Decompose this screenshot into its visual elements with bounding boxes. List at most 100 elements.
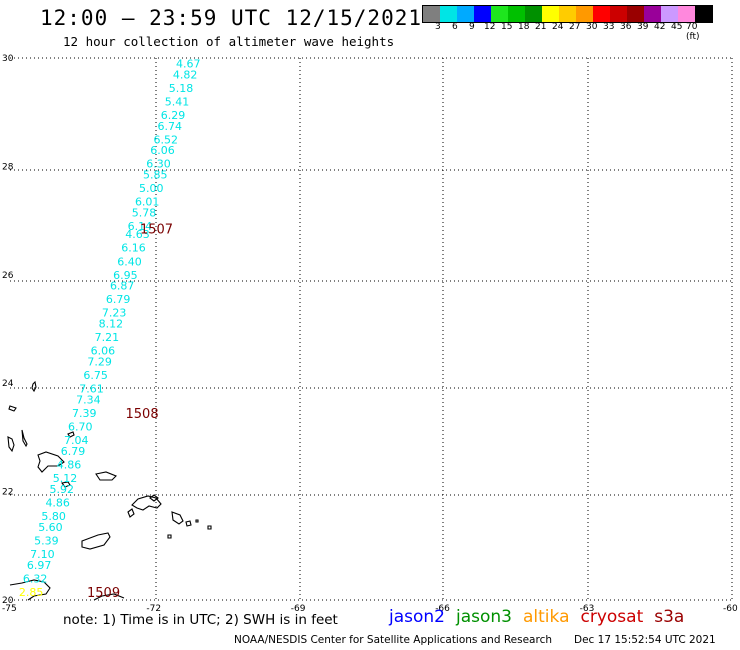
wave-height-value: 5.12 — [53, 472, 78, 485]
island-great-inagua — [81, 532, 111, 550]
colorbar-label: 70 (ft) — [686, 22, 700, 42]
credit-line: NOAA/NESDIS Center for Satellite Applica… — [234, 634, 716, 646]
colorbar-label: 42 — [654, 22, 666, 32]
wave-height-value: 6.16 — [121, 242, 146, 255]
colorbar-label: 27 — [569, 22, 581, 32]
pass-number-label: 1508 — [126, 407, 159, 422]
wave-height-value: 5.41 — [165, 95, 190, 108]
wave-height-value: 6.06 — [150, 144, 175, 157]
colorbar-swatch — [559, 6, 576, 22]
wave-height-value: 4.63 — [125, 228, 150, 241]
wave-height-value: 4.82 — [173, 68, 198, 81]
island-abaco — [31, 380, 37, 393]
wave-height-value: 7.39 — [72, 407, 97, 420]
colorbar-swatch — [474, 6, 491, 22]
wave-height-value: 5.92 — [49, 483, 74, 496]
wave-height-value: 2.85 — [19, 586, 43, 599]
wave-height-value: 8.12 — [99, 318, 124, 331]
colorbar-swatch — [661, 6, 678, 22]
lat-tick-label: 28 — [2, 162, 14, 172]
satellite-legend-item: cryosat — [580, 607, 644, 627]
island-navidad — [167, 534, 172, 539]
colorbar-label: 12 — [484, 22, 496, 32]
wave-height-value: 7.10 — [30, 548, 55, 561]
island-east-caicos — [171, 511, 184, 525]
colorbar-label: 9 — [469, 22, 475, 32]
colorbar-swatch — [644, 6, 661, 22]
colorbar-label: 3 — [435, 22, 441, 32]
lat-tick-label: 30 — [2, 54, 14, 64]
colorbar-label: 15 — [501, 22, 513, 32]
colorbar-label: 39 — [637, 22, 649, 32]
colorbar-swatch — [508, 6, 525, 22]
hispaniola-coast — [93, 593, 125, 601]
colorbar-label: 36 — [620, 22, 632, 32]
satellite-legend-item: altika — [523, 607, 570, 627]
island-eleuthera — [8, 405, 17, 412]
wave-height-value: 7.21 — [95, 331, 120, 344]
lat-lon-grid — [10, 57, 733, 601]
colorbar-swatch — [423, 6, 440, 22]
map-title: 12:00 – 23:59 UTC 12/15/2021 — [40, 6, 423, 30]
island-grand-turk — [185, 520, 192, 527]
wave-height-value: 6.79 — [106, 293, 130, 306]
colorbar-swatch — [525, 6, 542, 22]
lat-tick-label: 22 — [2, 488, 13, 498]
wave-height-value: 7.23 — [102, 307, 127, 320]
colorbar-swatch — [542, 6, 559, 22]
island-andros — [7, 436, 15, 453]
island-caicos — [131, 495, 162, 511]
lat-tick-label: 24 — [2, 379, 14, 389]
longitude-tick-labels: -75 -72 -69 -66 -63 -60 — [2, 604, 738, 614]
wave-height-value: 6.70 — [68, 421, 93, 434]
wave-height-value: 4.86 — [57, 459, 82, 472]
colorbar-swatch — [457, 6, 474, 22]
colorbar-swatch — [695, 6, 712, 22]
wave-height-value: 5.18 — [169, 82, 194, 95]
wave-height-value: 6.75 — [83, 369, 108, 382]
wave-height-value: 6.14 — [128, 220, 153, 233]
island-inagua — [127, 508, 135, 518]
colorbar-label: 21 — [535, 22, 547, 32]
colorbar-swatch — [627, 6, 644, 22]
credit-timestamp: Dec 17 15:52:54 UTC 2021 — [574, 634, 716, 646]
wave-height-value: 6.97 — [27, 559, 52, 572]
wave-height-value: 6.79 — [61, 445, 85, 458]
lon-tick-label: -63 — [580, 604, 595, 614]
satellite-pass-labels: 1507 1508 1509 — [87, 223, 173, 601]
latitude-tick-labels: 30 28 26 24 22 20 — [2, 54, 14, 606]
wave-height-value: 7.29 — [87, 356, 112, 369]
satellite-legend-item: jason3 — [456, 607, 512, 627]
lon-tick-label: -72 — [146, 604, 161, 614]
island-turks — [149, 494, 159, 502]
lat-tick-label: 26 — [2, 271, 14, 281]
colorbar-label: 33 — [603, 22, 615, 32]
wave-height-value: 6.40 — [117, 255, 141, 268]
colorbar-swatch — [593, 6, 610, 22]
map-subtitle: 12 hour collection of altimeter wave hei… — [63, 34, 395, 49]
wave-height-value: 6.32 — [23, 572, 47, 585]
footer-note: note: 1) Time is in UTC; 2) SWH is in fe… — [63, 612, 338, 628]
island-silver-bank — [207, 525, 212, 530]
lon-tick-label: -75 — [2, 604, 17, 614]
wave-height-value: 4.86 — [45, 496, 69, 509]
wave-height-value: 6.01 — [135, 196, 160, 209]
cuba-coast — [9, 579, 51, 601]
wave-height-value: 6.06 — [91, 345, 116, 358]
wave-height-value: 6.30 — [146, 158, 171, 171]
wave-height-value: 6.87 — [110, 280, 135, 293]
colorbar-swatch — [610, 6, 627, 22]
colorbar-swatch — [440, 6, 457, 22]
colorbar-swatch — [491, 6, 508, 22]
island-crooked — [95, 471, 117, 481]
wave-height-value: 7.61 — [79, 383, 104, 396]
wave-height-value: 6.52 — [153, 133, 178, 146]
credit-organization: NOAA/NESDIS Center for Satellite Applica… — [234, 634, 552, 646]
wave-height-value: 5.39 — [34, 534, 59, 547]
island-cat — [67, 431, 75, 438]
coastline — [7, 380, 212, 601]
wave-height-value: 5.85 — [143, 169, 168, 182]
wave-height-value: 5.60 — [38, 521, 63, 534]
colorbar-swatch — [678, 6, 695, 22]
wave-height-value: 6.74 — [158, 120, 183, 133]
